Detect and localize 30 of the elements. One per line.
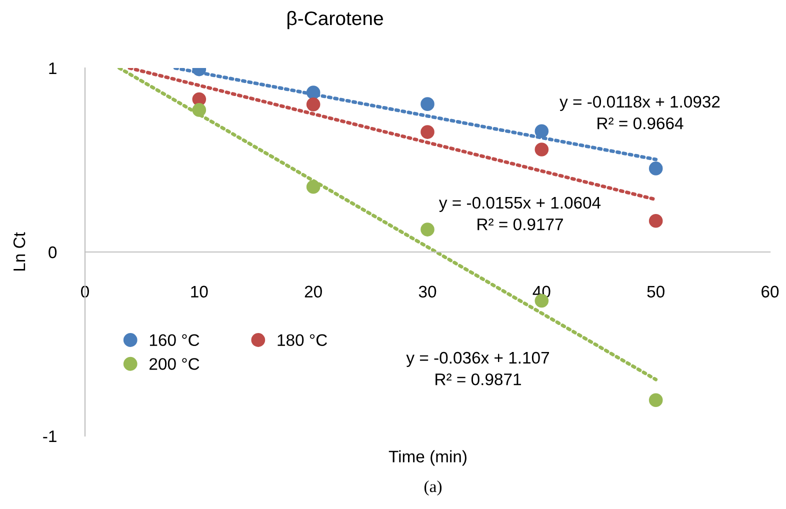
legend-label: 160 °C bbox=[150, 334, 200, 346]
x-axis-title: Time (min) bbox=[388, 450, 466, 466]
point bbox=[420, 97, 434, 111]
point bbox=[420, 222, 434, 236]
x-tick-label: 50 bbox=[647, 286, 664, 298]
x-tick-label: 20 bbox=[304, 286, 322, 298]
point bbox=[534, 142, 549, 156]
x-tick-label: 60 bbox=[762, 286, 779, 298]
chart-title: β-Carotene bbox=[288, 10, 383, 30]
legend-label: 180 °C bbox=[278, 334, 328, 346]
annotation: y = -0.036x + 1.107 R² = 0.9871 bbox=[406, 352, 549, 386]
point bbox=[648, 214, 663, 228]
x-tick-label: 30 bbox=[418, 286, 436, 298]
y-tick-label: 1 bbox=[49, 62, 56, 74]
y-axis-title: Ln Ct bbox=[13, 232, 26, 271]
point bbox=[648, 393, 663, 408]
legend-label: 200 °C bbox=[150, 358, 200, 370]
point bbox=[306, 180, 320, 194]
annotation: y = -0.0155x + 1.0604 R² = 0.9177 bbox=[438, 196, 601, 230]
annotation: y = -0.0118x + 1.0932 R² = 0.9664 bbox=[560, 96, 720, 130]
point bbox=[534, 124, 549, 138]
text: (a) bbox=[424, 480, 442, 496]
x-tick-label: 10 bbox=[191, 286, 208, 298]
point bbox=[420, 125, 434, 139]
point bbox=[306, 86, 320, 100]
y-tick-label: 0 bbox=[48, 246, 57, 258]
point bbox=[648, 162, 663, 176]
point bbox=[192, 103, 206, 117]
y-tick-label: -1 bbox=[43, 430, 56, 442]
point bbox=[306, 98, 320, 112]
